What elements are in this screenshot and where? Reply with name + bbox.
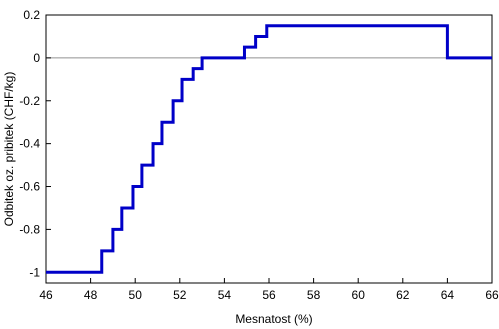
y-tick-label: 0 xyxy=(33,51,40,65)
y-tick-label: 0.2 xyxy=(23,8,40,22)
series-line xyxy=(46,24,492,274)
y-axis-ticks: 0.2 0 -0.2 -0.4 -0.6 -0.8 -1 xyxy=(19,8,51,279)
x-tick-label: 66 xyxy=(485,288,499,302)
x-tick-label: 60 xyxy=(352,288,366,302)
x-tick-label: 62 xyxy=(396,288,410,302)
x-tick-label: 52 xyxy=(173,288,187,302)
x-tick-label: 46 xyxy=(39,288,53,302)
y-tick-label: -0.6 xyxy=(19,180,40,194)
y-tick-label: -0.4 xyxy=(19,137,40,151)
x-axis-ticks: 46 48 50 52 54 56 58 60 62 64 66 xyxy=(39,278,499,302)
x-tick-label: 58 xyxy=(307,288,321,302)
x-tick-label: 64 xyxy=(441,288,455,302)
y-tick-label: -0.2 xyxy=(19,94,40,108)
y-tick-label: -0.8 xyxy=(19,222,40,236)
x-tick-label: 50 xyxy=(129,288,143,302)
y-axis-label: Odbitek oz. pribitek (CHF/kg) xyxy=(2,72,16,227)
x-axis-label: Mesnatost (%) xyxy=(235,312,312,326)
x-tick-label: 48 xyxy=(84,288,98,302)
x-tick-label: 56 xyxy=(262,288,276,302)
x-tick-label: 54 xyxy=(218,288,232,302)
y-tick-label: -1 xyxy=(29,265,40,279)
